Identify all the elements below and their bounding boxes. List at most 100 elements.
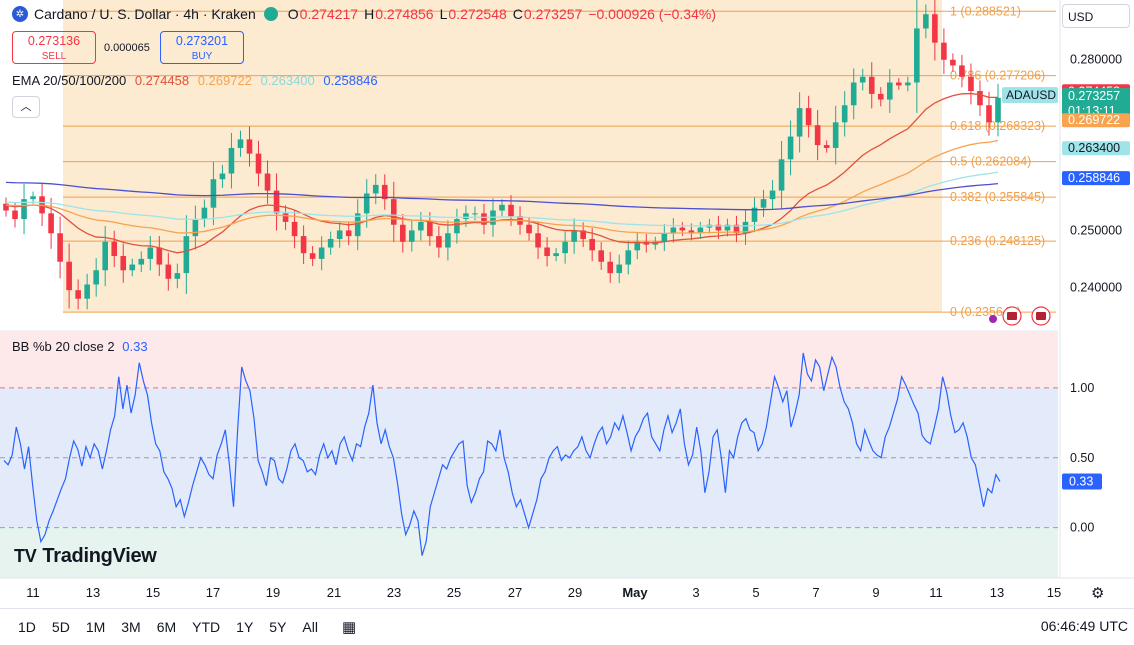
- fib-label: 1 (0.288521): [950, 4, 1021, 18]
- candle-body: [454, 219, 460, 234]
- candle-body: [381, 184, 388, 200]
- tf-5d[interactable]: 5D: [51, 619, 70, 635]
- candle-body: [778, 159, 785, 191]
- calendar-range-icon[interactable]: ▦: [341, 619, 357, 636]
- candle-body: [923, 14, 929, 29]
- ema200-value: 0.258846: [323, 73, 378, 88]
- x-tick-label: 23: [387, 585, 401, 600]
- chart-svg[interactable]: 1 (0.288521)0.786 (0.277206)0.618 (0.268…: [0, 0, 1134, 610]
- candle-body: [661, 233, 668, 242]
- fib-label: 0.5 (0.262084): [950, 155, 1031, 169]
- candle-body: [111, 241, 118, 257]
- candle-body: [796, 108, 803, 137]
- candle-body: [264, 173, 271, 191]
- candle-body: [273, 190, 280, 214]
- candle-body: [174, 273, 181, 279]
- candle-body: [877, 93, 884, 100]
- fib-zone: [63, 0, 942, 313]
- candle-body: [670, 227, 677, 234]
- candle-body: [571, 230, 577, 242]
- x-tick-label: 15: [1047, 585, 1061, 600]
- candle-body: [445, 233, 451, 248]
- candle-body: [481, 213, 487, 225]
- tf-all[interactable]: All: [302, 619, 318, 635]
- candle-body: [760, 199, 767, 208]
- symbol-title[interactable]: Cardano / U. S. Dollar · 4h · Kraken: [34, 6, 256, 22]
- candle-body: [625, 250, 632, 265]
- candle-body: [147, 247, 154, 259]
- clock[interactable]: 06:46:49 UTC: [1040, 618, 1128, 634]
- candle-body: [598, 250, 604, 262]
- cardano-icon: ✲: [12, 6, 28, 22]
- candle-body: [544, 247, 550, 257]
- candle-body: [192, 219, 199, 237]
- candle-body: [787, 136, 794, 160]
- x-tick-label: 11: [26, 585, 40, 600]
- sell-button[interactable]: 0.273136 SELL: [12, 31, 96, 64]
- chevron-up-icon: ︿: [20, 101, 32, 113]
- tf-5y[interactable]: 5Y: [269, 619, 287, 635]
- tf-3m[interactable]: 3M: [121, 619, 141, 635]
- candle-body: [345, 230, 352, 237]
- tf-1d[interactable]: 1D: [18, 619, 36, 635]
- gear-icon[interactable]: ⚙: [1091, 585, 1105, 602]
- low-value: 0.272548: [448, 6, 507, 22]
- bb-tick-label: 0.50: [1070, 451, 1094, 465]
- tf-1m[interactable]: 1M: [85, 619, 106, 635]
- x-tick-label: 11: [929, 585, 943, 600]
- currency-select[interactable]: USD: [1062, 4, 1130, 28]
- x-tick-label: 19: [266, 585, 280, 600]
- candle-body: [75, 290, 81, 299]
- candle-body: [959, 65, 965, 77]
- candle-body: [724, 224, 731, 231]
- candle-body: [616, 264, 623, 274]
- candle-body: [237, 139, 244, 148]
- ema-legend[interactable]: EMA 20/50/100/200 0.274458 0.269722 0.26…: [12, 73, 378, 88]
- candle-body: [390, 199, 397, 225]
- candle-body: [814, 125, 821, 146]
- collapse-legend-button[interactable]: ︿: [12, 96, 40, 118]
- candle-body: [896, 82, 902, 86]
- tf-ytd[interactable]: YTD: [192, 619, 221, 635]
- x-tick-label: May: [622, 585, 648, 600]
- tf-1y[interactable]: 1Y: [236, 619, 254, 635]
- candle-body: [995, 97, 1001, 123]
- candle-body: [372, 184, 379, 194]
- candle-body: [255, 153, 262, 174]
- candle-body: [526, 224, 532, 234]
- last-price-label: 0.273257: [1068, 89, 1120, 103]
- tf-6m[interactable]: 6M: [156, 619, 177, 635]
- ema50-price-label: 0.269722: [1068, 113, 1120, 127]
- candle-body: [986, 105, 992, 123]
- ema100-price-label: 0.263400: [1068, 141, 1120, 155]
- candle-body: [246, 139, 253, 154]
- tradingview-logo[interactable]: TV TradingView: [14, 545, 157, 567]
- candle-body: [634, 241, 641, 251]
- buy-button[interactable]: 0.273201 BUY: [160, 31, 244, 64]
- candle-body: [607, 261, 614, 274]
- candle-body: [12, 210, 18, 220]
- candle-body: [589, 238, 595, 251]
- flag-event-icon-stripe: [1036, 312, 1046, 320]
- candle-body: [463, 213, 469, 220]
- bb-upper-band: [0, 332, 1058, 388]
- symbol-tag-bg: [1002, 87, 1058, 104]
- x-tick-label: 29: [568, 585, 582, 600]
- market-status-icon[interactable]: [263, 7, 278, 21]
- x-tick-label: 21: [327, 585, 341, 600]
- x-tick-label: 27: [508, 585, 522, 600]
- fib-label: 0.382 (0.255845): [950, 190, 1045, 204]
- bb-tick-label: 0.00: [1070, 521, 1094, 535]
- bb-last-bg: [1062, 473, 1102, 490]
- candle-body: [120, 256, 127, 271]
- bb-middle-band: [0, 387, 1058, 528]
- candle-body: [318, 247, 325, 259]
- candle-body: [859, 76, 866, 83]
- candle-body: [679, 227, 686, 231]
- bb-legend[interactable]: BB %b 20 close 2 0.33: [12, 339, 148, 354]
- x-tick-label: 3: [692, 585, 699, 600]
- candle-body: [950, 59, 956, 66]
- candle-body: [228, 147, 235, 174]
- candle-body: [138, 258, 145, 265]
- candle-body: [733, 224, 740, 234]
